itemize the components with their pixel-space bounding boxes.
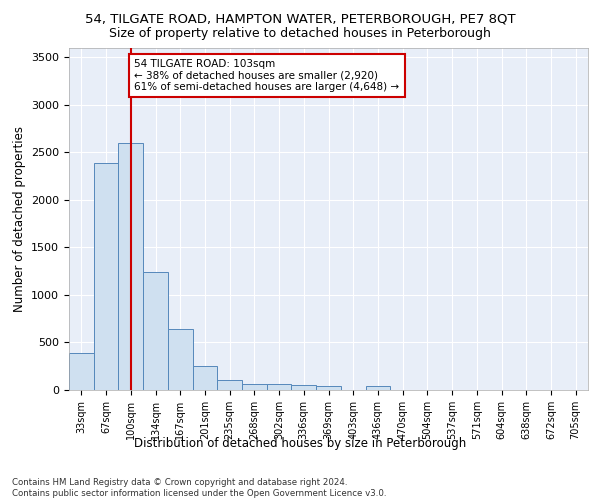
Text: Distribution of detached houses by size in Peterborough: Distribution of detached houses by size …: [134, 438, 466, 450]
Bar: [217, 380, 242, 390]
Bar: [143, 272, 168, 390]
Bar: [242, 384, 267, 390]
Bar: [94, 162, 118, 390]
Text: Size of property relative to detached houses in Peterborough: Size of property relative to detached ho…: [109, 28, 491, 40]
Bar: [168, 329, 193, 390]
Text: 54, TILGATE ROAD, HAMPTON WATER, PETERBOROUGH, PE7 8QT: 54, TILGATE ROAD, HAMPTON WATER, PETERBO…: [85, 12, 515, 26]
Bar: [118, 142, 143, 390]
Bar: [292, 385, 316, 390]
Text: Contains HM Land Registry data © Crown copyright and database right 2024.
Contai: Contains HM Land Registry data © Crown c…: [12, 478, 386, 498]
Bar: [365, 386, 390, 390]
Bar: [69, 353, 94, 390]
Text: 54 TILGATE ROAD: 103sqm
← 38% of detached houses are smaller (2,920)
61% of semi: 54 TILGATE ROAD: 103sqm ← 38% of detache…: [134, 59, 400, 92]
Bar: [193, 366, 217, 390]
Bar: [267, 384, 292, 390]
Bar: [316, 386, 341, 390]
Y-axis label: Number of detached properties: Number of detached properties: [13, 126, 26, 312]
